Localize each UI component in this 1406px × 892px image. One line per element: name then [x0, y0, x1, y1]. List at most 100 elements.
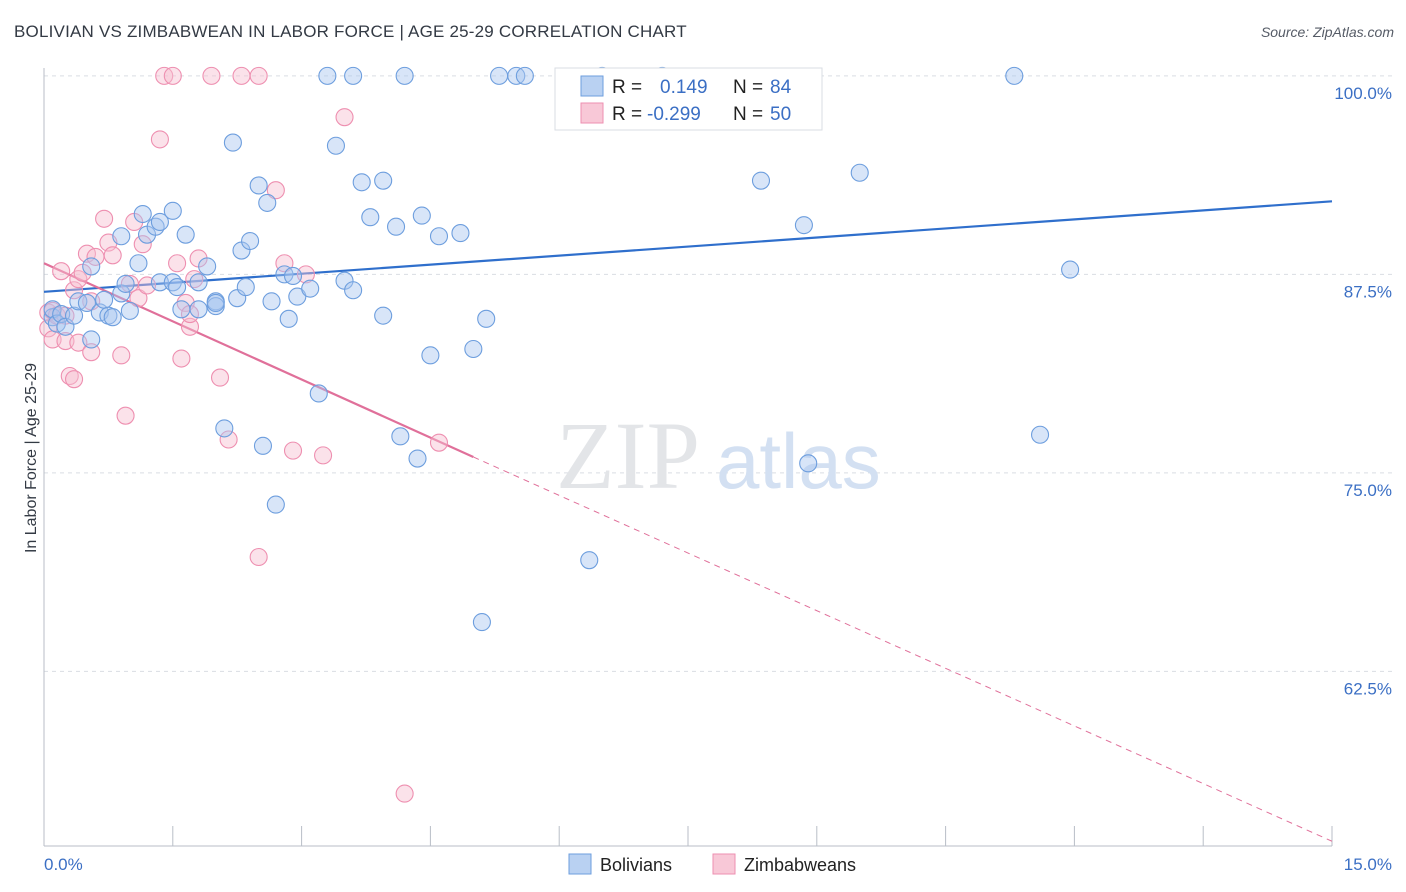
- legend-n-label-1: N =: [733, 77, 763, 98]
- bolivians-point: [429, 227, 449, 246]
- legend-r-value-2: -0.299: [647, 104, 701, 125]
- bolivians-point: [77, 293, 96, 312]
- legend-n-label-2: N =: [733, 104, 763, 125]
- bolivians-point: [1031, 425, 1050, 444]
- legend-r-value-1: 0.149: [660, 77, 708, 98]
- bolivians-point: [103, 308, 122, 327]
- bolivians-point: [168, 278, 187, 297]
- zimbabweans-point: [335, 108, 354, 127]
- bolivians-point: [283, 266, 303, 286]
- bolivians-point: [464, 339, 483, 359]
- bolivians-point: [850, 163, 869, 182]
- zimbabweans-point: [129, 289, 148, 308]
- zimbabweans-point: [116, 406, 135, 425]
- zimbabweans-point: [249, 547, 268, 567]
- legend-r-label-2: R =: [612, 104, 642, 125]
- bolivians-point: [395, 66, 414, 85]
- zimbabweans-point: [232, 66, 251, 85]
- x-tick-label-min: 0.0%: [44, 855, 83, 874]
- bolivians-point: [116, 274, 135, 293]
- legend-n-value-1: 84: [770, 77, 792, 98]
- x-axis-ticks: [43, 826, 1333, 846]
- zimbabweans-point: [133, 235, 152, 254]
- watermark: ZIP atlas: [556, 402, 881, 509]
- bolivians-point: [309, 384, 328, 403]
- bolivians-point: [451, 224, 470, 243]
- bolivians-point: [65, 306, 84, 325]
- bolivians-point: [82, 330, 101, 349]
- watermark-zip: ZIP: [556, 402, 700, 509]
- legend-r-label-1: R =: [612, 77, 642, 98]
- bolivians-point: [374, 306, 393, 325]
- bolivians-point: [198, 257, 217, 276]
- zimbabweans-trend-extension: [473, 456, 1333, 842]
- bolivians-point: [189, 300, 208, 319]
- bolivians-point: [112, 284, 131, 303]
- bolivians-point: [391, 427, 410, 446]
- legend-swatch-zimbabweans: [580, 102, 604, 124]
- bolivians-points: [43, 66, 1080, 632]
- bolivians-point: [176, 225, 195, 244]
- zimbabweans-point: [283, 441, 303, 460]
- bolivians-point: [799, 454, 818, 473]
- zimbabweans-point: [150, 130, 169, 149]
- bolivians-point: [253, 436, 273, 455]
- bolivians-point: [163, 201, 182, 220]
- zimbabweans-point: [219, 430, 238, 449]
- bolivians-point: [43, 300, 62, 319]
- zimbabweans-point: [202, 66, 221, 85]
- bottom-legend-bolivians: Bolivians: [600, 855, 672, 875]
- chart-title: BOLIVIAN VS ZIMBABWEAN IN LABOR FORCE | …: [14, 22, 687, 41]
- bolivians-point: [150, 212, 169, 232]
- bolivians-point: [326, 136, 345, 155]
- bolivians-point: [301, 279, 320, 298]
- bolivians-point: [236, 278, 255, 297]
- bolivians-point: [82, 257, 101, 276]
- bolivians-point: [352, 173, 371, 192]
- bolivians-point: [215, 419, 234, 438]
- bolivians-point: [133, 204, 152, 224]
- bolivians-point: [266, 495, 285, 514]
- zimbabweans-point: [172, 349, 191, 368]
- bolivians-point: [751, 171, 771, 190]
- trend-lines: [43, 200, 1333, 842]
- series-legend: Bolivians Zimbabweans: [568, 853, 856, 875]
- legend-swatch-bolivians: [580, 75, 604, 97]
- zimbabweans-point: [112, 346, 131, 365]
- y-axis-tick-labels: 100.0% 87.5% 75.0% 62.5%: [1334, 84, 1392, 698]
- gridlines: [44, 75, 1392, 672]
- x-tick-label-max: 15.0%: [1344, 855, 1392, 874]
- y-tick-label: 62.5%: [1344, 679, 1392, 698]
- zimbabweans-point: [95, 209, 114, 228]
- bolivians-point: [241, 231, 260, 251]
- y-tick-label: 75.0%: [1344, 481, 1392, 500]
- zimbabweans-point: [65, 281, 84, 300]
- zimbabweans-point: [210, 368, 230, 387]
- y-axis-label: In Labor Force | Age 25-29: [23, 363, 40, 553]
- zimbabweans-point: [314, 446, 333, 465]
- bolivians-trend-line: [43, 200, 1333, 293]
- bolivians-point: [150, 273, 169, 292]
- bolivians-point: [249, 176, 268, 195]
- bolivians-point: [361, 208, 380, 227]
- zimbabweans-point: [65, 370, 84, 389]
- bolivians-point: [279, 309, 298, 328]
- bolivians-point: [344, 281, 363, 300]
- bolivians-point: [189, 273, 208, 292]
- zimbabweans-point: [180, 305, 200, 324]
- zimbabweans-point: [82, 343, 101, 362]
- bolivians-point: [172, 300, 191, 319]
- bolivians-point: [223, 133, 242, 152]
- bolivians-point: [288, 287, 307, 306]
- zimbabweans-point: [163, 66, 182, 85]
- bottom-legend-swatch-bolivians: [568, 853, 592, 875]
- bolivians-point: [408, 449, 427, 468]
- bolivians-point: [412, 206, 431, 225]
- zimbabweans-point: [168, 254, 187, 273]
- legend-n-value-2: 50: [770, 104, 791, 125]
- bolivians-point: [120, 301, 139, 320]
- bolivians-point: [515, 66, 534, 85]
- zimbabweans-point: [429, 433, 449, 452]
- bolivians-point: [262, 292, 281, 311]
